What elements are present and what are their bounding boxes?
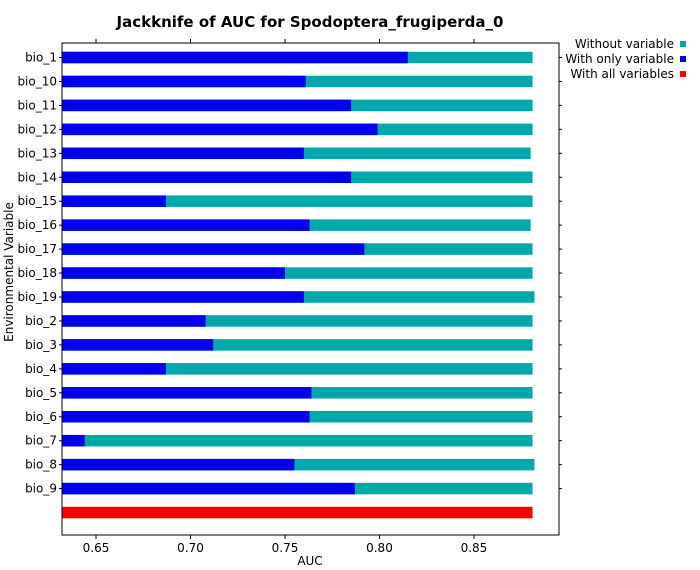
x-axis-label: AUC — [297, 554, 322, 568]
y-tick-label-bio-10: bio_10 — [17, 74, 57, 88]
y-tick-label-bio-17: bio_17 — [17, 242, 57, 256]
bar-only-bio-5 — [62, 387, 312, 399]
bar-without-bio-2 — [62, 315, 533, 327]
bar-only-bio-17 — [62, 243, 365, 255]
legend-label-with-all-variables: With all variables — [570, 67, 674, 81]
y-tick-label-bio-8: bio_8 — [25, 458, 57, 472]
y-tick-label-bio-7: bio_7 — [25, 434, 57, 448]
chart-title: Jackknife of AUC for Spodoptera_frugiper… — [116, 13, 504, 31]
bar-only-bio-9 — [62, 482, 355, 495]
y-tick-label-bio-2: bio_2 — [25, 314, 57, 328]
bar-only-bio-6 — [62, 411, 310, 423]
y-tick-label-bio-11: bio_11 — [17, 98, 57, 112]
bar-only-bio-1 — [62, 51, 408, 64]
bar-only-bio-8 — [62, 458, 295, 471]
y-tick-label-bio-19: bio_19 — [17, 290, 57, 304]
bar-only-bio-2 — [62, 315, 206, 327]
bar-only-bio-15 — [62, 195, 166, 207]
plot-frame — [61, 42, 560, 536]
bar-without-bio-18 — [62, 267, 533, 279]
bar-without-bio-7 — [62, 434, 533, 447]
y-tick-label-bio-6: bio_6 — [25, 410, 57, 424]
y-tick-label-bio-1: bio_1 — [25, 51, 57, 65]
y-axis-label: Environmental Variable — [2, 202, 16, 342]
bar-only-bio-19 — [62, 291, 304, 303]
legend-swatch-with-only-variable — [680, 56, 686, 62]
bar-without-bio-3 — [62, 339, 533, 351]
bar-only-bio-10 — [62, 75, 306, 88]
y-tick-label-bio-15: bio_15 — [17, 194, 57, 208]
y-tick-label-bio-13: bio_13 — [17, 146, 57, 160]
bar-all-variables — [62, 506, 533, 519]
bar-only-bio-12 — [62, 123, 378, 136]
y-tick-label-bio-18: bio_18 — [17, 266, 57, 280]
bar-only-bio-11 — [62, 99, 352, 112]
x-axis: 0.65 0.70 0.75 0.80 0.85 — [83, 39, 488, 555]
legend-swatch-without-variable — [680, 41, 686, 47]
bar-only-bio-13 — [62, 147, 304, 160]
x-tick-label-0-75: 0.75 — [272, 541, 299, 555]
bar-only-bio-14 — [62, 171, 352, 183]
y-axis: bio_1 bio_10 bio_11 bio_12 bio_13 bio_14 bio_1… — [17, 51, 562, 496]
bar-only-bio-4 — [62, 363, 166, 375]
x-tick-label-0-70: 0.70 — [177, 541, 204, 555]
bar-only-bio-18 — [62, 267, 285, 279]
x-tick-label-0-65: 0.65 — [83, 541, 110, 555]
y-tick-label-bio-3: bio_3 — [25, 338, 57, 352]
y-tick-label-bio-14: bio_14 — [17, 170, 57, 184]
bar-without-bio-15 — [62, 195, 533, 207]
y-tick-label-bio-5: bio_5 — [25, 386, 57, 400]
legend-label-with-only-variable: With only variable — [565, 52, 674, 66]
legend-label-without-variable: Without variable — [575, 37, 674, 51]
bar-only-bio-7 — [62, 434, 85, 447]
x-tick-label-0-80: 0.80 — [366, 541, 393, 555]
bars-layer — [62, 51, 535, 519]
y-tick-label-bio-9: bio_9 — [25, 482, 57, 496]
legend-swatch-with-all-variables — [680, 71, 686, 77]
bar-only-bio-16 — [62, 219, 310, 231]
bar-only-bio-3 — [62, 339, 214, 351]
x-tick-label-0-85: 0.85 — [461, 541, 488, 555]
y-tick-label-bio-12: bio_12 — [17, 122, 57, 136]
y-tick-label-bio-16: bio_16 — [17, 218, 57, 232]
bar-without-bio-8 — [62, 458, 535, 471]
y-tick-label-bio-4: bio_4 — [25, 362, 57, 376]
bar-without-bio-4 — [62, 363, 533, 375]
